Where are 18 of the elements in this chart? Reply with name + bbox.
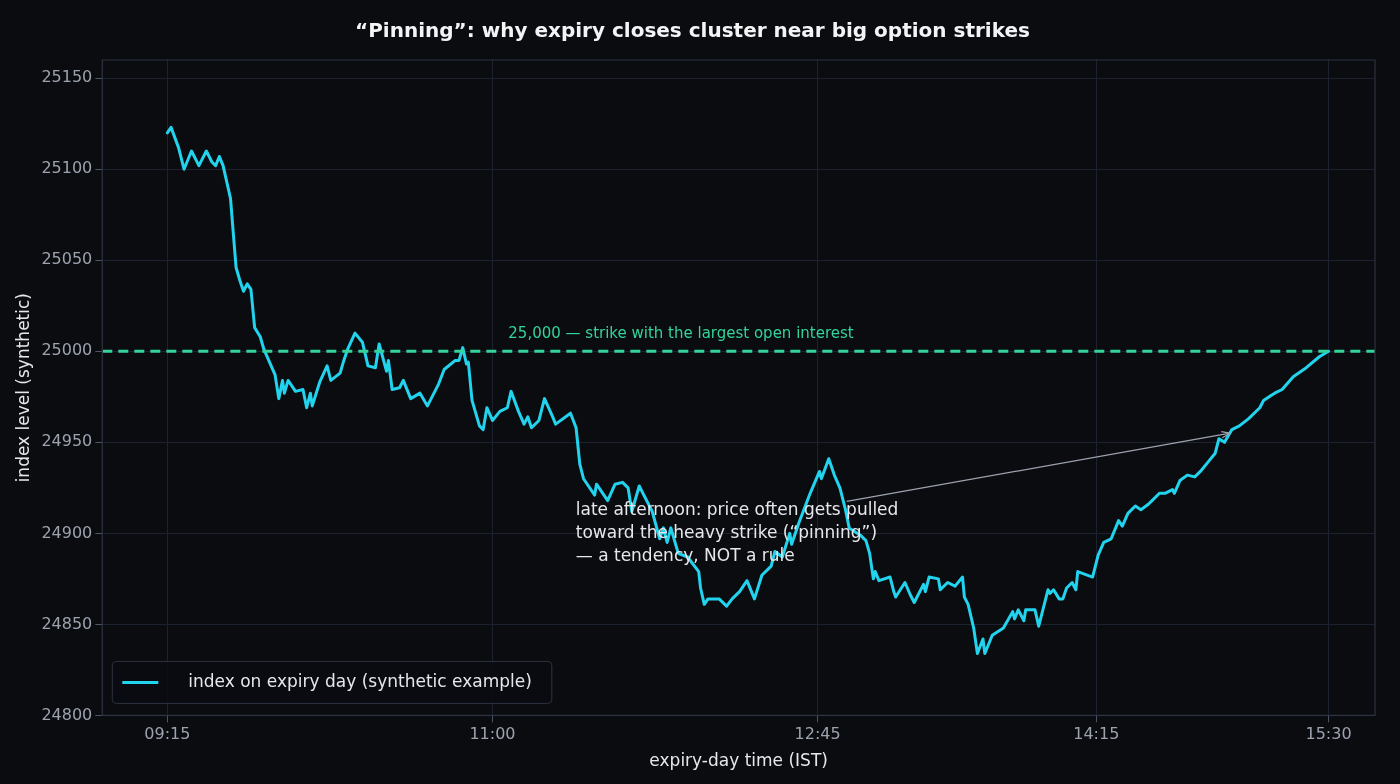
y-tick-label: 25000 (41, 340, 93, 360)
x-tick-label: 15:30 (1305, 724, 1352, 744)
y-tick-label: 24950 (41, 431, 93, 451)
y-tick-label: 25100 (41, 158, 93, 178)
x-axis-title: expiry-day time (IST) (649, 750, 828, 771)
x-tick-label: 14:15 (1073, 724, 1120, 744)
x-tick-label: 12:45 (794, 724, 841, 744)
y-tick-label: 24800 (41, 704, 93, 724)
chart-title: “Pinning”: why expiry closes cluster near big option strikes (355, 18, 1030, 43)
x-tick-label: 09:15 (144, 724, 191, 744)
y-tick-label: 25150 (41, 67, 93, 87)
legend-label: index on expiry day (synthetic example) (188, 670, 532, 691)
y-axis-title: index level (synthetic) (12, 293, 33, 483)
x-tick-label: 11:00 (469, 724, 516, 744)
y-tick-label: 24900 (41, 522, 93, 542)
y-tick-label: 25050 (41, 249, 93, 269)
y-tick-label: 24850 (41, 613, 93, 633)
ref-line-label: 25,000 — strike with the largest open interest (508, 323, 854, 342)
